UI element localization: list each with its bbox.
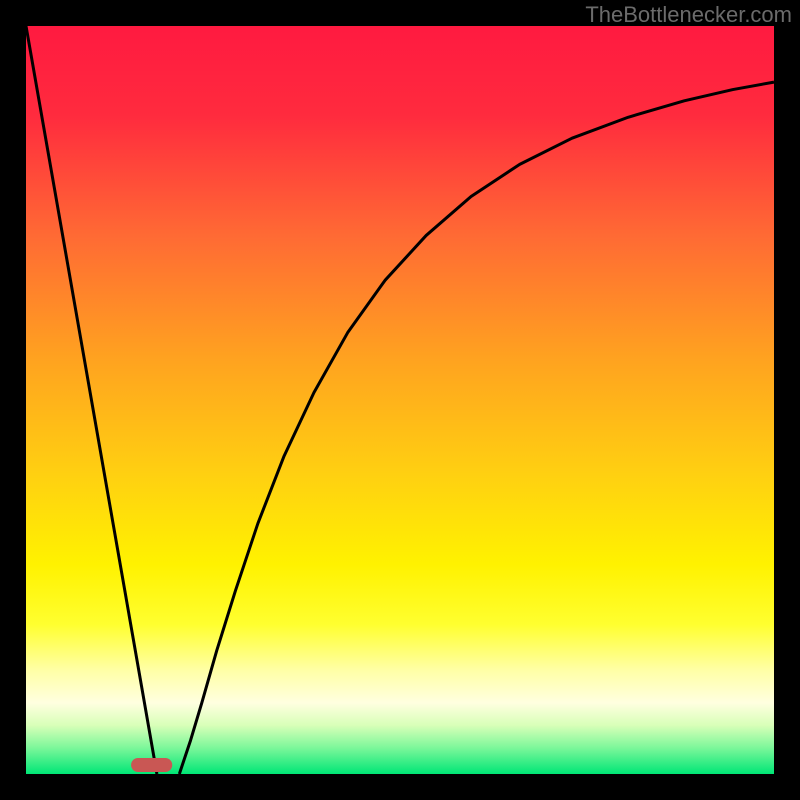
bottleneck-chart [0, 0, 800, 800]
watermark-text: TheBottlenecker.com [585, 2, 792, 28]
optimum-marker [131, 758, 172, 772]
chart-container: TheBottlenecker.com [0, 0, 800, 800]
